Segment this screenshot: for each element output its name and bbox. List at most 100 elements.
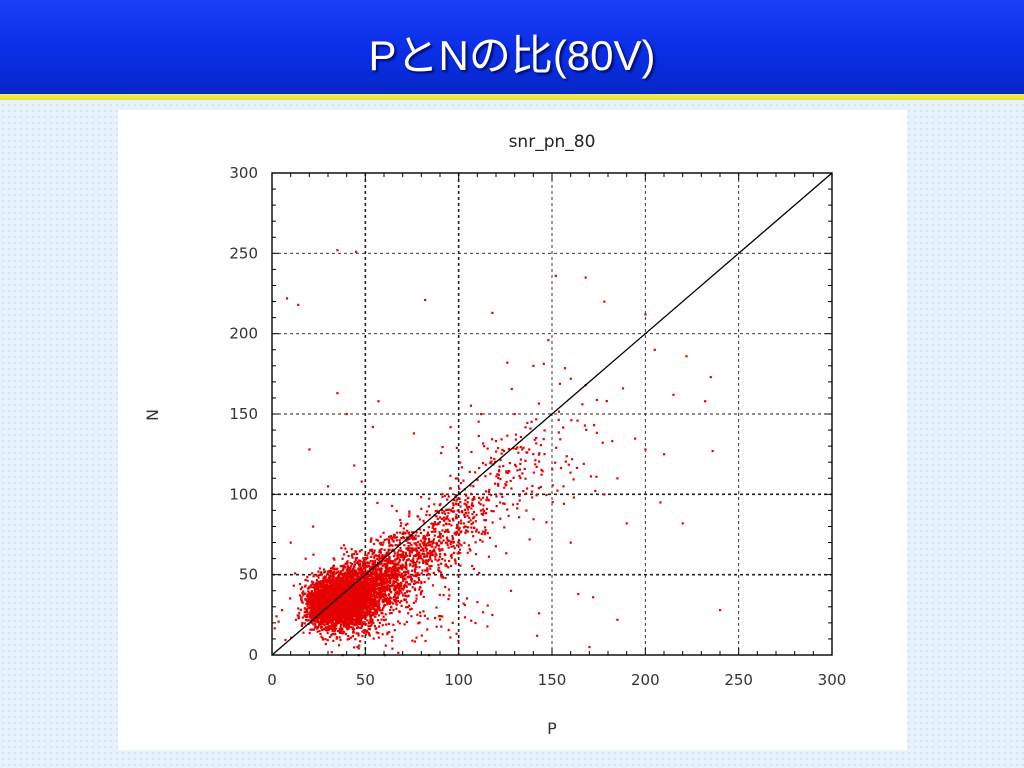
data-point bbox=[338, 598, 342, 601]
data-point bbox=[354, 592, 357, 596]
data-point bbox=[306, 575, 309, 579]
data-point bbox=[353, 563, 357, 566]
data-point bbox=[371, 599, 374, 603]
data-point bbox=[359, 640, 362, 643]
data-point bbox=[343, 572, 346, 575]
data-point bbox=[310, 615, 313, 618]
data-point bbox=[304, 615, 307, 618]
data-point bbox=[373, 609, 376, 612]
data-point bbox=[391, 536, 394, 539]
data-point bbox=[302, 594, 305, 597]
data-point bbox=[304, 584, 307, 587]
data-point bbox=[333, 629, 336, 632]
data-point bbox=[351, 562, 354, 566]
data-point bbox=[353, 646, 356, 649]
data-point bbox=[319, 626, 322, 629]
data-point bbox=[313, 596, 316, 599]
data-point bbox=[357, 580, 360, 584]
data-point bbox=[316, 574, 319, 577]
data-point bbox=[352, 600, 355, 603]
data-point bbox=[330, 593, 333, 597]
data-point bbox=[357, 632, 360, 635]
data-point bbox=[322, 571, 326, 574]
data-point bbox=[309, 606, 313, 609]
data-point bbox=[326, 615, 329, 619]
data-point bbox=[363, 576, 366, 579]
data-point bbox=[332, 565, 335, 568]
data-point bbox=[345, 606, 348, 609]
data-point bbox=[361, 596, 364, 600]
data-point bbox=[313, 586, 316, 589]
data-point bbox=[370, 596, 373, 599]
data-point bbox=[346, 638, 349, 641]
data-point bbox=[322, 591, 325, 594]
data-point bbox=[339, 573, 342, 576]
data-point bbox=[335, 591, 339, 594]
data-point bbox=[345, 581, 348, 584]
data-point bbox=[326, 595, 329, 598]
data-point bbox=[388, 544, 391, 548]
data-point bbox=[314, 584, 318, 587]
data-point bbox=[353, 552, 356, 555]
data-point bbox=[292, 584, 295, 587]
data-point bbox=[353, 582, 356, 585]
data-point bbox=[351, 583, 355, 586]
data-point bbox=[335, 579, 338, 582]
data-point bbox=[321, 637, 324, 640]
data-point bbox=[367, 632, 371, 635]
data-point bbox=[329, 616, 332, 619]
data-point bbox=[330, 621, 333, 624]
data-point bbox=[352, 589, 355, 592]
data-point bbox=[349, 593, 352, 596]
data-point bbox=[365, 576, 368, 579]
data-point bbox=[320, 635, 323, 638]
data-point bbox=[375, 580, 378, 583]
data-point bbox=[336, 571, 340, 574]
data-point bbox=[382, 592, 385, 596]
data-point bbox=[400, 566, 403, 569]
data-point bbox=[374, 578, 377, 581]
data-point bbox=[347, 554, 350, 558]
data-point bbox=[367, 612, 370, 615]
data-point bbox=[311, 611, 314, 614]
data-point bbox=[329, 572, 332, 575]
data-point bbox=[338, 586, 341, 590]
data-point bbox=[403, 592, 407, 595]
data-point bbox=[350, 603, 353, 606]
data-point bbox=[340, 597, 343, 601]
data-point bbox=[347, 616, 350, 619]
data-point bbox=[335, 601, 338, 605]
data-point bbox=[352, 630, 355, 633]
data-point bbox=[321, 617, 324, 620]
data-point bbox=[346, 624, 349, 627]
data-point bbox=[330, 574, 333, 578]
data-point bbox=[331, 611, 334, 614]
data-point bbox=[322, 593, 325, 596]
data-point bbox=[349, 597, 352, 601]
data-point bbox=[380, 595, 383, 598]
data-point bbox=[319, 598, 322, 601]
data-point bbox=[306, 579, 309, 582]
title-bar bbox=[0, 0, 1024, 94]
data-point bbox=[344, 547, 347, 550]
data-point bbox=[357, 600, 361, 603]
data-point bbox=[322, 628, 326, 631]
data-point bbox=[347, 566, 350, 569]
data-point bbox=[310, 590, 313, 593]
data-point bbox=[324, 617, 328, 620]
data-point bbox=[321, 622, 324, 625]
data-point bbox=[372, 612, 375, 615]
data-point bbox=[352, 631, 355, 634]
chart-panel: snr_pn_80 0 50 100 150 200 250 300 0 50 100 150 20… bbox=[118, 110, 907, 750]
data-point bbox=[359, 611, 362, 614]
data-point bbox=[326, 614, 330, 617]
data-point bbox=[311, 597, 315, 601]
data-point bbox=[355, 591, 358, 594]
data-point bbox=[373, 591, 376, 594]
data-point bbox=[332, 594, 335, 598]
data-point bbox=[377, 614, 381, 617]
data-point bbox=[387, 538, 391, 541]
data-point bbox=[368, 621, 371, 624]
data-point bbox=[339, 638, 342, 642]
data-point bbox=[342, 594, 345, 597]
